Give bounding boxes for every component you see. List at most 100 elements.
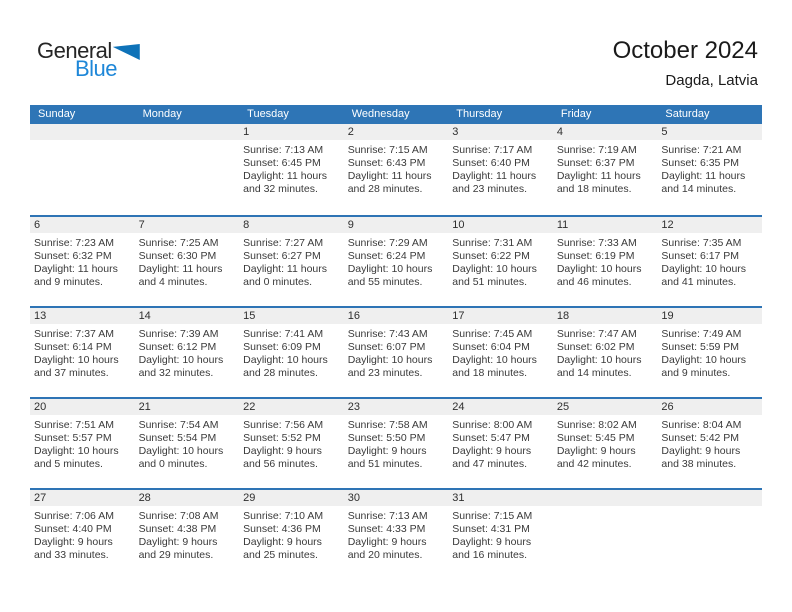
day-details: Sunrise: 7:10 AM Sunset: 4:36 PM Daylight:… (239, 506, 344, 562)
day-cell: 31 Sunrise: 7:15 AM Sunset: 4:31 PM Dayligh… (448, 490, 553, 579)
sunrise-text: Sunrise: 7:54 AM (138, 419, 219, 431)
daylight-text: Daylight: 9 hours (243, 445, 322, 457)
day-number-strip: 28 (134, 490, 240, 506)
day-cell: 15 Sunrise: 7:41 AM Sunset: 6:09 PM Dayligh… (239, 308, 344, 397)
empty-day-cell (657, 490, 762, 579)
sunrise-text: Sunrise: 7:19 AM (556, 144, 637, 156)
daylight-text: Daylight: 11 hours (243, 170, 327, 182)
sunset-text: Sunset: 5:52 PM (243, 432, 321, 444)
day-number-strip: 25 (552, 399, 658, 415)
daylight-text: and 46 minutes. (556, 276, 632, 288)
day-details: Sunrise: 7:21 AM Sunset: 6:35 PM Daylight:… (657, 140, 762, 196)
day-number-strip (657, 490, 762, 506)
day-details: Sunrise: 7:39 AM Sunset: 6:12 PM Daylight:… (135, 324, 240, 380)
empty-day-cell (30, 124, 135, 215)
daylight-text: Daylight: 9 hours (661, 445, 741, 457)
day-cell: 28 Sunrise: 7:08 AM Sunset: 4:38 PM Dayligh… (134, 490, 240, 579)
sunrise-text: Sunrise: 8:04 AM (661, 419, 742, 431)
sunrise-text: Sunrise: 7:27 AM (243, 237, 324, 249)
day-number-strip (552, 490, 658, 506)
day-number: 30 (347, 492, 360, 504)
sunset-text: Sunset: 5:47 PM (452, 432, 530, 444)
sunset-text: Sunset: 4:40 PM (34, 523, 112, 535)
day-cell: 17 Sunrise: 7:45 AM Sunset: 6:04 PM Dayligh… (448, 308, 553, 397)
daylight-text: Daylight: 11 hours (347, 170, 432, 182)
day-number: 15 (243, 310, 256, 322)
day-cell: 8 Sunrise: 7:27 AM Sunset: 6:27 PM Daylight… (239, 217, 344, 306)
sunrise-text: Sunrise: 7:56 AM (243, 419, 324, 431)
day-details: Sunrise: 7:15 AM Sunset: 6:43 PM Daylight:… (344, 140, 449, 196)
sunset-text: Sunset: 6:07 PM (347, 341, 426, 353)
day-number-strip: 6 (30, 217, 135, 233)
sunrise-text: Sunrise: 7:41 AM (243, 328, 324, 340)
day-number: 31 (452, 492, 465, 504)
daylight-text: Daylight: 10 hours (661, 263, 747, 275)
day-number-strip: 29 (239, 490, 344, 506)
sunset-text: Sunset: 6:40 PM (452, 157, 530, 169)
daylight-text: and 41 minutes. (661, 276, 737, 288)
daylight-text: Daylight: 11 hours (661, 170, 746, 182)
day-cell: 3 Sunrise: 7:17 AM Sunset: 6:40 PM Daylight… (448, 124, 553, 215)
daylight-text: Daylight: 9 hours (452, 445, 532, 457)
day-cell: 27 Sunrise: 7:06 AM Sunset: 4:40 PM Dayligh… (30, 490, 135, 579)
week-row: 20 Sunrise: 7:51 AM Sunset: 5:57 PM Dayligh… (30, 397, 762, 488)
week-row: 6 Sunrise: 7:23 AM Sunset: 6:32 PM Daylight… (30, 215, 762, 306)
sunrise-text: Sunrise: 7:13 AM (243, 144, 324, 156)
general-blue-logo: General Blue (37, 40, 140, 80)
day-number: 25 (556, 401, 570, 413)
day-number: 16 (347, 310, 360, 322)
daylight-text: Daylight: 10 hours (661, 354, 747, 366)
sunrise-text: Sunrise: 7:15 AM (347, 144, 428, 156)
day-details: Sunrise: 7:58 AM Sunset: 5:50 PM Daylight:… (344, 415, 449, 471)
sunset-text: Sunset: 5:57 PM (34, 432, 112, 444)
sunset-text: Sunset: 4:31 PM (452, 523, 530, 535)
day-number-strip: 31 (448, 490, 553, 506)
day-number-strip: 24 (448, 399, 553, 415)
day-details: Sunrise: 7:51 AM Sunset: 5:57 PM Daylight:… (30, 415, 135, 471)
daylight-text: and 23 minutes. (452, 183, 527, 195)
sunrise-text: Sunrise: 7:45 AM (452, 328, 533, 340)
daylight-text: and 25 minutes. (243, 549, 318, 561)
daylight-text: Daylight: 9 hours (452, 536, 532, 548)
day-number-strip: 14 (134, 308, 240, 324)
sunset-text: Sunset: 5:54 PM (138, 432, 217, 444)
sunset-text: Sunset: 6:43 PM (347, 157, 426, 169)
day-cell: 6 Sunrise: 7:23 AM Sunset: 6:32 PM Daylight… (30, 217, 135, 306)
title-block: October 2024 Dagda, Latvia (613, 38, 758, 89)
day-number-strip: 11 (552, 217, 658, 233)
day-number: 19 (661, 310, 674, 322)
day-details: Sunrise: 8:02 AM Sunset: 5:45 PM Daylight:… (553, 415, 658, 471)
day-details: Sunrise: 7:13 AM Sunset: 4:33 PM Daylight:… (344, 506, 449, 562)
day-number: 27 (34, 492, 47, 504)
day-number-strip: 23 (343, 399, 449, 415)
sunrise-text: Sunrise: 7:13 AM (347, 510, 428, 522)
day-details: Sunrise: 7:35 AM Sunset: 6:17 PM Daylight:… (657, 233, 762, 289)
day-number-strip: 19 (657, 308, 762, 324)
sunrise-text: Sunrise: 7:47 AM (556, 328, 637, 340)
day-number: 2 (347, 126, 354, 138)
day-cell: 20 Sunrise: 7:51 AM Sunset: 5:57 PM Dayligh… (30, 399, 135, 488)
day-cell: 14 Sunrise: 7:39 AM Sunset: 6:12 PM Dayligh… (134, 308, 240, 397)
sunrise-text: Sunrise: 7:21 AM (661, 144, 742, 156)
daylight-text: and 38 minutes. (661, 458, 737, 470)
day-number-strip: 8 (239, 217, 344, 233)
day-cell: 30 Sunrise: 7:13 AM Sunset: 4:33 PM Dayligh… (343, 490, 449, 579)
sunset-text: Sunset: 5:50 PM (347, 432, 426, 444)
day-number: 11 (556, 219, 569, 231)
day-cell: 29 Sunrise: 7:10 AM Sunset: 4:36 PM Dayligh… (239, 490, 344, 579)
sunset-text: Sunset: 6:19 PM (556, 250, 635, 262)
day-number-strip: 27 (30, 490, 135, 506)
daylight-text: and 18 minutes. (556, 183, 632, 195)
day-number-strip: 13 (30, 308, 135, 324)
daylight-text: Daylight: 9 hours (243, 536, 322, 548)
daylight-text: Daylight: 9 hours (347, 445, 427, 457)
sunrise-text: Sunrise: 7:31 AM (452, 237, 533, 249)
day-details: Sunrise: 7:41 AM Sunset: 6:09 PM Daylight:… (239, 324, 344, 380)
day-details: Sunrise: 7:29 AM Sunset: 6:24 PM Daylight:… (344, 233, 449, 289)
weekday-header-tuesday: Tuesday (247, 108, 289, 120)
calendar-table: Sunday Monday Tuesday Wednesday Thursday Frid… (30, 105, 762, 579)
sunrise-text: Sunrise: 7:06 AM (34, 510, 114, 522)
day-details: Sunrise: 7:43 AM Sunset: 6:07 PM Daylight:… (344, 324, 449, 380)
day-number-strip: 16 (343, 308, 449, 324)
sunrise-text: Sunrise: 7:49 AM (661, 328, 742, 340)
